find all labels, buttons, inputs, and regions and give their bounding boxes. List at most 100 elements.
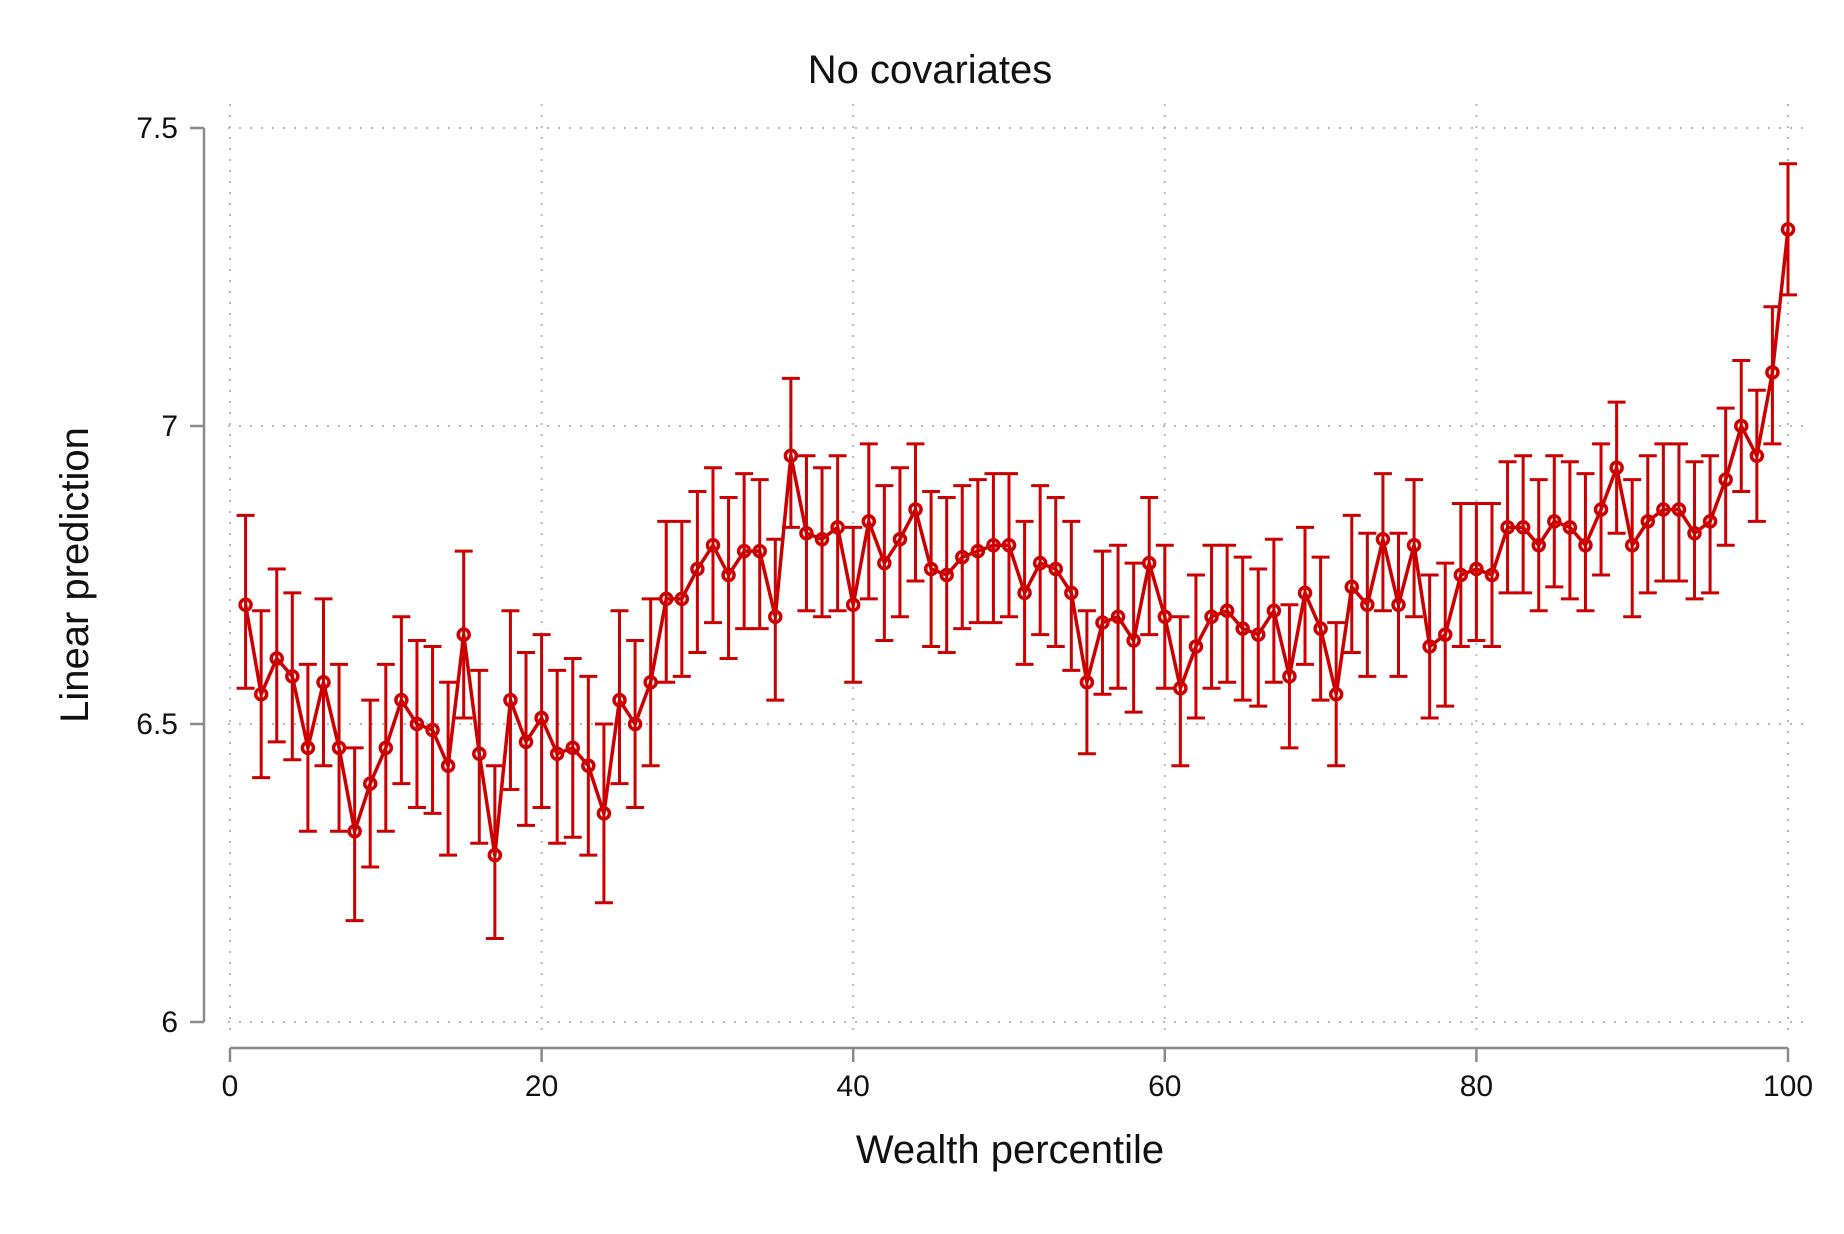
data-point [908,502,923,517]
data-point [1640,514,1656,529]
data-point [721,567,736,583]
data-point [674,591,690,607]
data-point [1173,680,1188,696]
data-point [1593,502,1609,517]
data-point [690,561,705,577]
y-axis-title: Linear prediction [53,427,97,723]
data-point [394,692,409,708]
data-point [1219,603,1235,619]
x-tick-label: 80 [1460,1070,1493,1103]
data-point [1204,609,1219,624]
x-tick-label: 20 [525,1070,558,1103]
data-point [1017,585,1032,601]
data-point [986,537,1001,553]
data-point [1001,537,1017,553]
data-point [1749,448,1765,464]
axes: 6 6.5 7 7.5 0 20 40 60 80 100 [136,112,1813,1103]
data-point [1282,669,1297,684]
data-point [1656,502,1671,517]
data-point [581,758,596,773]
data-point [861,514,877,529]
data-point [1515,520,1531,535]
data-point [1453,567,1469,583]
data-point [1235,621,1250,636]
data-point [1500,520,1515,535]
data-point [347,824,362,839]
data-point [1780,222,1796,237]
data-point [596,806,612,821]
data-point [1531,537,1546,553]
data-point [1578,537,1593,553]
data-point [1095,615,1110,630]
x-tick-label: 0 [222,1070,239,1103]
y-tick-label: 7.5 [136,112,178,145]
data-point [1251,627,1266,642]
data-point [1765,365,1780,380]
y-tick-label: 7 [161,410,178,443]
data-point [565,740,581,756]
data-point [1344,579,1360,595]
data-point [534,710,549,726]
data-point [1406,537,1422,553]
data-point [285,669,300,684]
data-point [1718,472,1733,487]
data-point [643,675,658,690]
data-point [409,716,425,732]
data-point [627,716,643,732]
data-point [955,549,970,565]
data-point [253,686,269,702]
data-point [487,847,503,863]
x-tick-label: 40 [837,1070,870,1103]
series-layer [236,162,1797,941]
data-point [425,722,440,738]
data-point [814,531,830,547]
data-point [845,597,861,613]
data-point [549,746,565,762]
data-point [362,776,378,791]
data-point [1328,686,1344,702]
y-tick-label: 6 [161,1006,178,1039]
data-point [456,627,471,642]
data-point [1624,537,1640,553]
data-point [736,543,752,559]
data-point [877,555,892,571]
data-point [1671,502,1687,517]
chart-title: No covariates [808,48,1053,92]
data-point [1702,514,1718,529]
data-point [331,740,347,756]
data-point [1375,531,1391,547]
data-point [1562,520,1578,535]
data-point [1687,526,1702,541]
data-point [300,740,316,756]
x-axis-title: Wealth percentile [856,1128,1164,1172]
data-point [1297,585,1313,601]
data-point [1188,639,1204,654]
data-point [1266,603,1282,619]
data-point [378,740,394,756]
data-point [1110,609,1126,624]
data-point [768,609,783,624]
data-point [1609,460,1624,475]
grid [228,104,1812,1030]
data-point [1157,609,1173,624]
data-point [1469,561,1484,577]
data-point [970,543,986,559]
data-point [1141,555,1157,571]
data-point [1484,567,1500,583]
data-point [1391,597,1406,613]
data-point [518,734,534,750]
data-point [892,531,908,547]
data-point [472,746,487,762]
y-tick-label: 6.5 [136,708,178,741]
data-point [238,597,253,613]
data-point [658,591,674,607]
data-point [752,543,767,559]
data-point [1313,621,1328,636]
data-point [316,675,331,690]
data-point [783,448,799,464]
data-point [503,692,518,708]
data-point [1734,418,1749,434]
data-point [1126,633,1141,648]
